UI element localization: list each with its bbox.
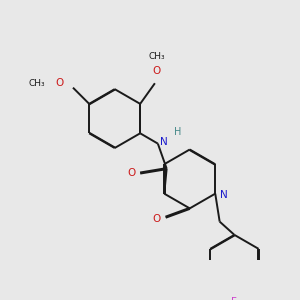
Text: N: N [160, 137, 168, 147]
Text: CH₃: CH₃ [148, 52, 165, 61]
Text: O: O [56, 78, 64, 88]
Text: O: O [152, 66, 160, 76]
Text: F: F [232, 297, 237, 300]
Text: CH₃: CH₃ [28, 79, 45, 88]
Text: N: N [220, 190, 227, 200]
Text: O: O [153, 214, 161, 224]
Text: H: H [174, 128, 182, 137]
Text: O: O [128, 168, 136, 178]
